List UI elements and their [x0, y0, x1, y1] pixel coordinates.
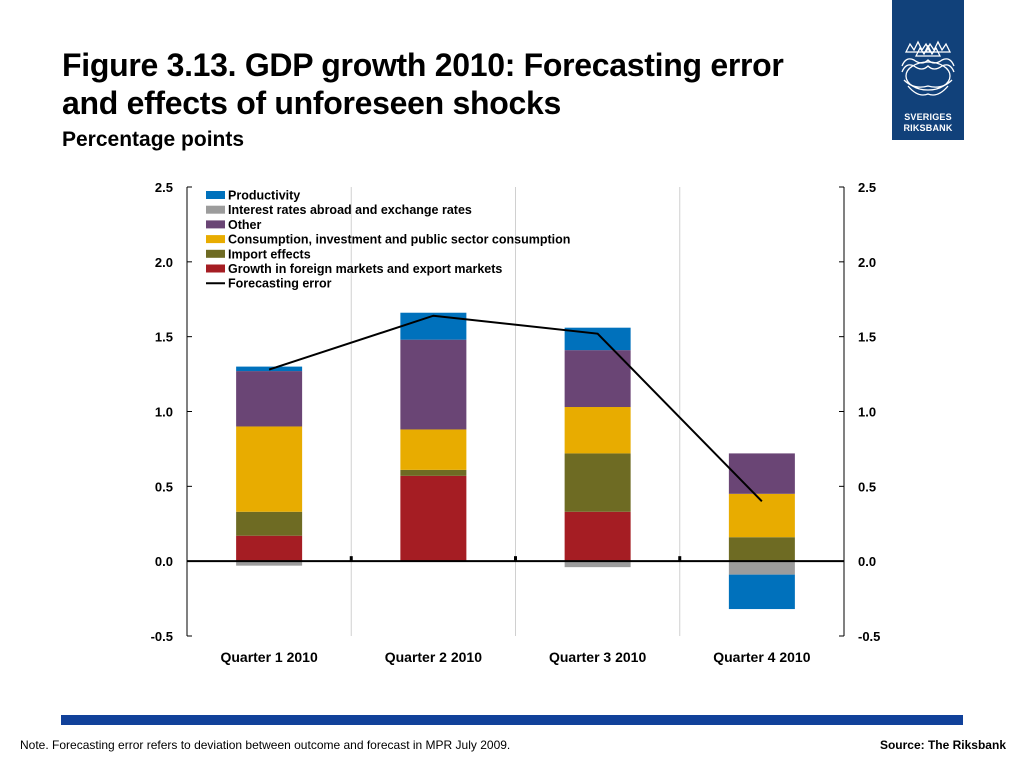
bar-segment: [400, 339, 467, 430]
y-tick-label-left: 0.5: [155, 479, 173, 494]
title-line-1: Figure 3.13. GDP growth 2010: Forecastin…: [62, 47, 784, 83]
logo-text-line-1: SVERIGES: [904, 112, 952, 122]
bar-segment: [236, 561, 303, 566]
bar-segment: [236, 511, 303, 536]
title-line-2: and effects of unforeseen shocks: [62, 85, 561, 121]
legend-label: Interest rates abroad and exchange rates: [228, 203, 472, 217]
y-tick-label-left: 2.0: [155, 255, 173, 270]
bar-segment: [236, 371, 303, 427]
y-tick-label-left: 0.0: [155, 554, 173, 569]
y-tick-label-right: 2.5: [858, 180, 876, 195]
y-tick-label-right: 1.0: [858, 405, 876, 420]
x-category-label: Quarter 3 2010: [549, 649, 646, 665]
source-label: Source: The Riksbank: [879, 738, 1006, 752]
bar-segment: [728, 453, 795, 494]
bar-segment: [728, 561, 795, 575]
x-category-label: Quarter 4 2010: [713, 649, 810, 665]
legend-label: Forecasting error: [228, 277, 332, 291]
chart-title: Figure 3.13. GDP growth 2010: Forecastin…: [62, 46, 862, 122]
bar-segment: [236, 426, 303, 512]
x-category-label: Quarter 2 2010: [385, 649, 482, 665]
riksbank-emblem-icon: [901, 40, 955, 96]
y-tick-label-left: -0.5: [151, 629, 173, 644]
y-tick-label-right: -0.5: [858, 629, 880, 644]
legend-label: Other: [228, 218, 261, 232]
legend-swatch: [206, 220, 225, 229]
y-tick-label-right: 0.0: [858, 554, 876, 569]
legend-label: Consumption, investment and public secto…: [228, 233, 570, 247]
legend-swatch: [206, 249, 225, 258]
zero-line-tick: [678, 556, 682, 562]
footnote: Note. Forecasting error refers to deviat…: [20, 738, 511, 752]
bar-segment: [236, 535, 303, 562]
riksbank-logo: SVERIGES RIKSBANK: [892, 0, 964, 140]
stacked-bar-chart: 2.5 2.5 2.0 2.0 1.5 1.5 1.0 1.0 0.5 0.5 0.0 0.0 -0.5…: [151, 180, 881, 665]
legend-swatch: [206, 205, 225, 214]
bar-segment: [728, 537, 795, 562]
footer-divider: [61, 715, 963, 725]
bar-segment: [564, 327, 631, 351]
bar-segment: [728, 574, 795, 610]
legend-label: Import effects: [228, 247, 311, 261]
bar-segment: [400, 475, 467, 562]
legend-swatch: [206, 191, 225, 199]
y-tick-label-right: 2.0: [858, 255, 876, 270]
y-tick-label-left: 1.0: [155, 405, 173, 420]
x-category-label: Quarter 1 2010: [220, 649, 317, 665]
legend-label: Productivity: [228, 189, 300, 203]
y-tick-label-left: 2.5: [155, 180, 173, 195]
legend-swatch: [206, 235, 225, 244]
y-tick-label-right: 0.5: [858, 479, 876, 494]
y-tick-label-left: 1.5: [155, 330, 173, 345]
bar-segment: [564, 350, 631, 408]
bar-segment: [564, 561, 631, 568]
zero-line-tick: [514, 556, 517, 562]
chart-subtitle: Percentage points: [62, 128, 245, 151]
y-tick-label-right: 1.5: [858, 330, 876, 345]
bar-segment: [400, 469, 467, 476]
bar-segment: [564, 453, 631, 512]
bar-segment: [564, 511, 631, 562]
zero-line-tick: [349, 556, 353, 562]
bar-segment: [564, 407, 631, 454]
bar-segment: [400, 429, 467, 470]
logo-text-line-2: RIKSBANK: [903, 123, 953, 133]
legend-label: Growth in foreign markets and export mar…: [228, 262, 502, 276]
forecasting-error-line: [268, 314, 763, 502]
legend-swatch: [206, 264, 225, 273]
